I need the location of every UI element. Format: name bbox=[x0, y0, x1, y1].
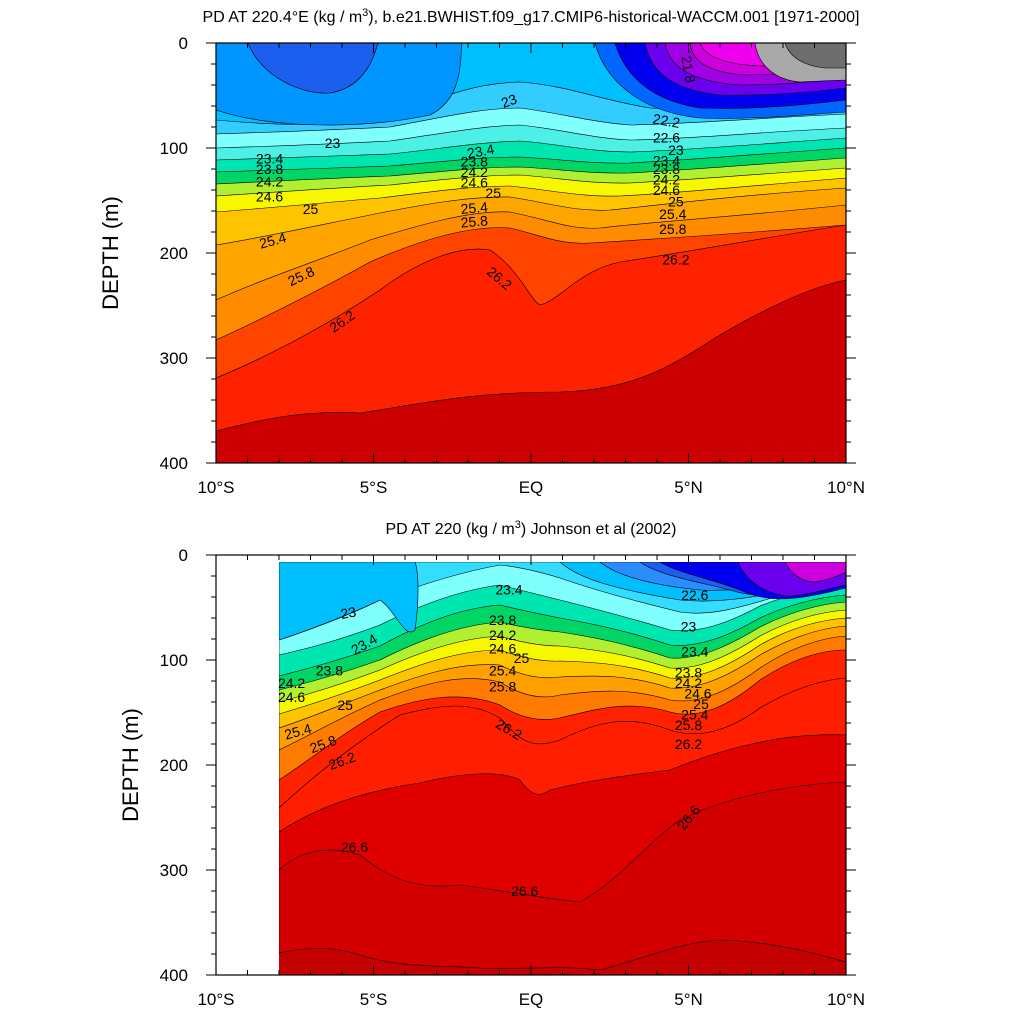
x-tick-label: 5°N bbox=[674, 990, 703, 1009]
y-tick-label: 100 bbox=[160, 651, 188, 670]
contour-label: 25.4 bbox=[283, 720, 314, 743]
contour-label: 25 bbox=[303, 201, 319, 217]
contour-label: 23.8 bbox=[461, 154, 488, 170]
contour-label: 23.4 bbox=[466, 141, 496, 162]
contour-label: 25 bbox=[668, 194, 684, 210]
y-tick-label: 0 bbox=[179, 546, 188, 565]
contour-label: 25.4 bbox=[659, 206, 686, 222]
contour-label: 23.8 bbox=[256, 161, 283, 177]
contour-fill bbox=[216, 555, 846, 975]
contour-label: 23 bbox=[681, 618, 697, 634]
contour-label: 24.2 bbox=[489, 627, 516, 643]
band-21.2 bbox=[784, 43, 846, 69]
contour-label: 23.8 bbox=[653, 161, 680, 177]
axis-ticks: 10°S 5°S EQ 5°N 10°N 0 100 200 300 400 bbox=[160, 546, 865, 1009]
contour-label: 23.8 bbox=[316, 663, 343, 679]
y-tick-label: 200 bbox=[160, 244, 188, 263]
contour-label: 22.6 bbox=[653, 130, 680, 146]
contour-label: 26.2 bbox=[662, 251, 689, 267]
x-tick-label: 10°S bbox=[197, 478, 234, 497]
contour-label: 24.2 bbox=[461, 164, 488, 180]
contour-label: 23.4 bbox=[681, 644, 708, 660]
contour-label: 23.4 bbox=[495, 582, 522, 598]
x-tick-label: 5°N bbox=[674, 478, 703, 497]
y-axis-label: DEPTH (m) bbox=[118, 708, 143, 822]
contour-label: 21.8 bbox=[678, 54, 699, 84]
contour-label: 24.6 bbox=[489, 640, 516, 656]
contour-label: 23.8 bbox=[675, 665, 702, 681]
contour-label: 25 bbox=[337, 697, 353, 713]
contour-label: 23 bbox=[668, 142, 684, 158]
band-22.6 bbox=[247, 43, 379, 94]
contour-label: 25.8 bbox=[675, 717, 702, 733]
contour-label: 24.2 bbox=[653, 172, 680, 188]
contour-label: 24.6 bbox=[278, 689, 305, 705]
y-tick-label: 0 bbox=[179, 34, 188, 53]
y-tick-label: 400 bbox=[160, 966, 188, 985]
contour-label: 26.2 bbox=[675, 736, 702, 752]
contour-label: 25 bbox=[485, 185, 501, 201]
x-tick-label: 5°S bbox=[360, 990, 388, 1009]
panel-title: PD AT 220.4°E (kg / m3), b.e21.BWHIST.f0… bbox=[203, 7, 860, 26]
panel-title: PD AT 220 (kg / m3) Johnson et al (2002) bbox=[385, 519, 676, 538]
contour-label: 25.8 bbox=[659, 221, 686, 237]
panel-model: PD AT 220.4°E (kg / m3), b.e21.BWHIST.f0… bbox=[98, 7, 865, 497]
contour-label: 23 bbox=[339, 603, 357, 621]
x-tick-label: 5°S bbox=[360, 478, 388, 497]
contour-label: 23.8 bbox=[489, 612, 516, 628]
x-tick-label: EQ bbox=[519, 478, 544, 497]
contour-label: 25.8 bbox=[460, 212, 489, 230]
contour-label: 24.2 bbox=[675, 675, 702, 691]
contour-label: 23 bbox=[499, 90, 519, 110]
contour-label: 26.6 bbox=[341, 839, 368, 855]
contour-label: 25 bbox=[693, 696, 709, 712]
y-tick-label: 200 bbox=[160, 756, 188, 775]
contour-label: 25.4 bbox=[681, 707, 708, 723]
contour-label: 24.6 bbox=[684, 686, 711, 702]
contour-label: 24.6 bbox=[256, 188, 283, 204]
y-tick-label: 300 bbox=[160, 349, 188, 368]
contour-labels: 21.8232323.423.824.224.62525.425.826.223… bbox=[256, 54, 699, 335]
contour-fill bbox=[216, 43, 846, 463]
panel-observations: PD AT 220 (kg / m3) Johnson et al (2002) bbox=[118, 519, 865, 1009]
contour-label: 23.4 bbox=[653, 153, 680, 169]
contour-label: 22.2 bbox=[652, 110, 682, 131]
contour-label: 22.6 bbox=[681, 587, 708, 603]
contour-label: 25.4 bbox=[257, 229, 288, 252]
contour-label: 23 bbox=[325, 135, 341, 151]
axis-ticks: 10°S 5°S EQ 5°N 10°N 0 100 200 300 400 bbox=[160, 34, 865, 497]
x-tick-label: 10°N bbox=[827, 990, 865, 1009]
contour-label: 24.2 bbox=[256, 174, 283, 190]
contour-label: 26.6 bbox=[511, 883, 538, 899]
x-tick-label: 10°N bbox=[827, 478, 865, 497]
y-axis-label: DEPTH (m) bbox=[98, 196, 123, 310]
x-tick-label: 10°S bbox=[197, 990, 234, 1009]
band-22 bbox=[784, 561, 846, 583]
x-tick-label: EQ bbox=[519, 990, 544, 1009]
contour-label: 25.8 bbox=[489, 678, 516, 694]
contour-label: 25.4 bbox=[489, 663, 516, 679]
band-23 bbox=[278, 561, 419, 641]
contour-label: 24.6 bbox=[461, 175, 488, 191]
y-tick-label: 400 bbox=[160, 454, 188, 473]
contour-label: 24.6 bbox=[653, 182, 680, 198]
contour-label: 23.4 bbox=[256, 151, 283, 167]
contour-label: 24.2 bbox=[278, 675, 305, 691]
contour-label: 25.4 bbox=[460, 199, 489, 217]
no-data-region bbox=[216, 555, 279, 975]
y-tick-label: 100 bbox=[160, 139, 188, 158]
y-tick-label: 300 bbox=[160, 861, 188, 880]
contour-label: 25 bbox=[514, 650, 530, 666]
